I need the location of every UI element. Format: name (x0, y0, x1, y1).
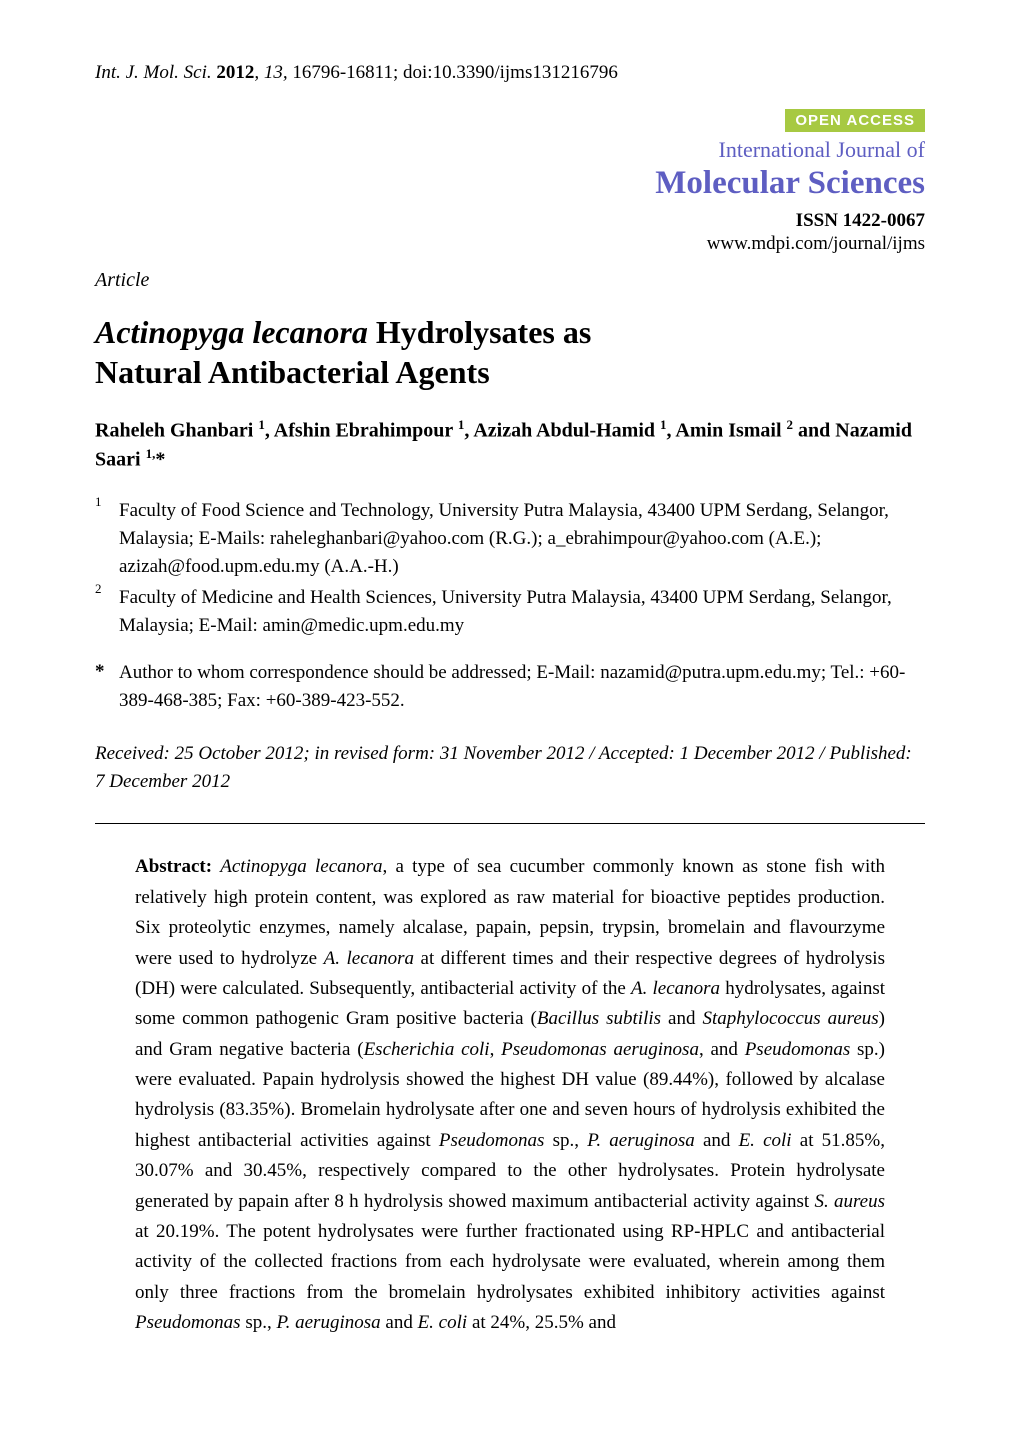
header-year: 2012 (216, 62, 254, 83)
abstract-italic-segment: Pseudomonas (439, 1130, 545, 1151)
article-dates: Received: 25 October 2012; in revised fo… (95, 740, 925, 795)
abstract-italic-segment: E. coli (418, 1312, 468, 1333)
journal-line1: International Journal of (719, 137, 926, 162)
abstract-italic-segment: E. coli (739, 1130, 792, 1151)
abstract-body: Actinopyga lecanora, a type of sea cucum… (135, 856, 885, 1333)
author-5-sup: 1, (146, 446, 156, 461)
abstract-text-segment: , (490, 1039, 502, 1060)
author-sep-4: and (793, 420, 835, 442)
affiliation-1: 1 Faculty of Food Science and Technology… (95, 497, 925, 580)
abstract-text-segment: at 24%, 25.5% and (467, 1312, 616, 1333)
abstract-text-segment: and (381, 1312, 418, 1333)
abstract-text-segment: and (695, 1130, 739, 1151)
abstract-italic-segment: A. lecanora (324, 948, 414, 969)
author-1: Raheleh Ghanbari (95, 420, 258, 442)
abstract-text-segment: at 20.19%. The potent hydrolysates were … (135, 1221, 885, 1303)
journal-line2: Molecular Sciences (95, 163, 925, 204)
journal-issn: ISSN 1422-0067 (95, 209, 925, 233)
author-3: Azizah Abdul-Hamid (473, 420, 660, 442)
header-sep2: , (283, 62, 293, 83)
corresponding-author: * Author to whom correspondence should b… (95, 659, 925, 714)
header-doi: doi:10.3390/ijms131216796 (403, 62, 618, 83)
title-species: Actinopyga lecanora (95, 314, 368, 350)
journal-abbrev: Int. J. Mol. Sci. (95, 62, 212, 83)
affiliation-1-text: Faculty of Food Science and Technology, … (119, 497, 925, 580)
journal-title-block: International Journal of Molecular Scien… (95, 136, 925, 257)
affiliation-2-marker: 2 (95, 580, 119, 635)
open-access-block: OPEN ACCESS (95, 107, 925, 134)
abstract-italic-segment: A. lecanora (631, 978, 720, 999)
author-sep-2: , (464, 420, 473, 442)
abstract-italic-segment: P. aeruginosa (587, 1130, 695, 1151)
horizontal-rule (95, 823, 925, 824)
abstract-italic-segment: Actinopyga lecanora (220, 856, 382, 877)
affiliation-2-text: Faculty of Medicine and Health Sciences,… (119, 584, 925, 639)
title-line2: Natural Antibacterial Agents (95, 354, 490, 390)
author-5-star: * (155, 448, 165, 470)
abstract-italic-segment: S. aureus (814, 1191, 885, 1212)
corresponding-text: Author to whom correspondence should be … (119, 659, 925, 714)
open-access-badge: OPEN ACCESS (785, 109, 925, 132)
header-pages: 16796-16811 (292, 62, 393, 83)
abstract-italic-segment: Bacillus subtilis (537, 1008, 661, 1029)
corresponding-marker: * (95, 659, 119, 714)
author-2: Afshin Ebrahimpour (274, 420, 458, 442)
abstract-italic-segment: Escherichia coli (364, 1039, 490, 1060)
article-type-label: Article (95, 266, 925, 294)
abstract-italic-segment: P. aeruginosa (276, 1312, 380, 1333)
abstract-italic-segment: Pseudomonas aeruginosa (501, 1039, 699, 1060)
abstract-italic-segment: Staphylococcus aureus (702, 1008, 878, 1029)
header-volume: 13 (264, 62, 283, 83)
abstract-text-segment: sp., (544, 1130, 587, 1151)
header-sep1: , (254, 62, 264, 83)
header-sep3: ; (393, 62, 403, 83)
abstract: Abstract: Actinopyga lecanora, a type of… (135, 852, 885, 1338)
journal-url: www.mdpi.com/journal/ijms (95, 232, 925, 256)
affiliation-2: 2 Faculty of Medicine and Health Science… (95, 584, 925, 639)
abstract-text-segment: sp., (241, 1312, 277, 1333)
author-sep-1: , (265, 420, 274, 442)
affiliation-1-marker: 1 (95, 493, 119, 576)
abstract-label: Abstract: (135, 856, 212, 877)
running-header: Int. J. Mol. Sci. 2012, 13, 16796-16811;… (95, 60, 925, 87)
abstract-italic-segment: Pseudomonas (745, 1039, 851, 1060)
abstract-italic-segment: Pseudomonas (135, 1312, 241, 1333)
article-title: Actinopyga lecanora Hydrolysates as Natu… (95, 312, 925, 392)
page: Int. J. Mol. Sci. 2012, 13, 16796-16811;… (0, 0, 1020, 1399)
abstract-text-segment: , and (699, 1039, 745, 1060)
title-rest1: Hydrolysates as (368, 314, 591, 350)
author-list: Raheleh Ghanbari 1, Afshin Ebrahimpour 1… (95, 416, 925, 473)
abstract-text-segment: and (661, 1008, 702, 1029)
author-4: Amin Ismail (675, 420, 786, 442)
affiliations: 1 Faculty of Food Science and Technology… (95, 497, 925, 639)
